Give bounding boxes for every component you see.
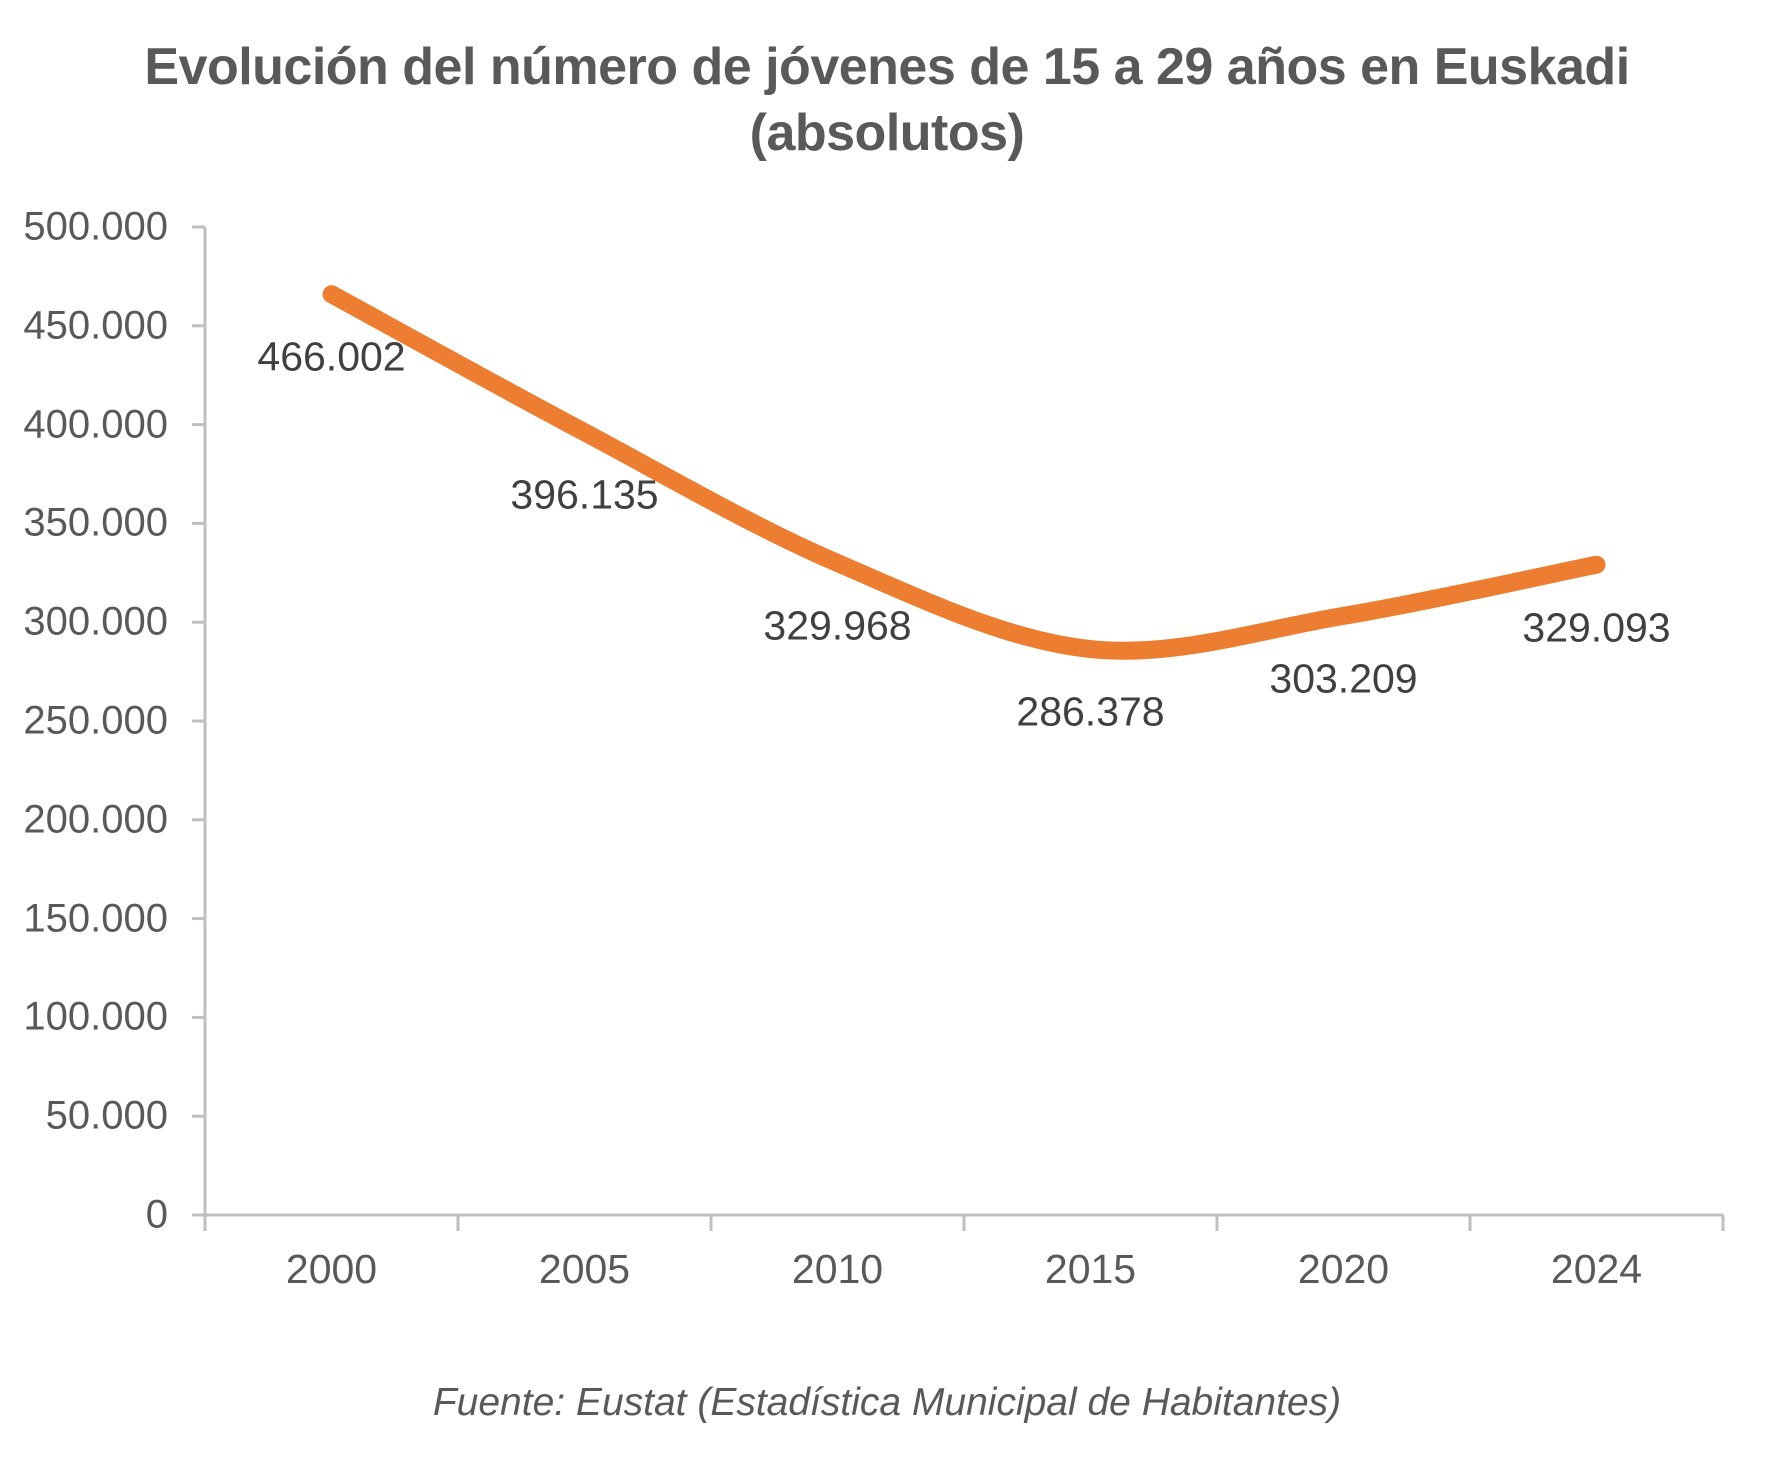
x-tick-label: 2010 (791, 1246, 884, 1292)
y-tick-label: 200.000 (23, 797, 168, 842)
y-tick-label: 150.000 (23, 896, 168, 941)
data-label: 303.209 (1269, 655, 1418, 702)
y-tick-label: 100.000 (23, 994, 168, 1039)
x-tick-label: 2024 (1550, 1246, 1643, 1292)
data-label: 286.378 (1016, 688, 1165, 735)
y-tick-label: 50.000 (45, 1093, 168, 1138)
source-caption: Fuente: Eustat (Estadística Municipal de… (432, 1381, 1342, 1424)
x-tick-label: 2020 (1297, 1246, 1390, 1292)
x-tick-label: 2000 (285, 1246, 378, 1292)
y-tick-label: 500.000 (23, 204, 168, 249)
y-tick-label: 400.000 (23, 402, 168, 447)
y-tick-label: 0 (145, 1192, 168, 1237)
data-label: 466.002 (257, 333, 406, 380)
x-tick-label: 2005 (538, 1246, 631, 1292)
chart-title-line2: (absolutos) (749, 104, 1025, 162)
series-line (322, 285, 1606, 660)
y-tick-label: 450.000 (23, 303, 168, 348)
chart-title-line1: Evolución del número de jóvenes de 15 a … (144, 38, 1630, 96)
data-label: 329.093 (1522, 604, 1671, 651)
data-label: 329.968 (763, 602, 912, 649)
y-tick-label: 350.000 (23, 500, 168, 545)
chart-title: Evolución del número de jóvenes de 15 a … (0, 34, 1774, 166)
data-label: 396.135 (510, 471, 659, 518)
x-tick-label: 2015 (1044, 1246, 1137, 1292)
y-tick-label: 300.000 (23, 599, 168, 644)
y-tick-label: 250.000 (23, 698, 168, 743)
